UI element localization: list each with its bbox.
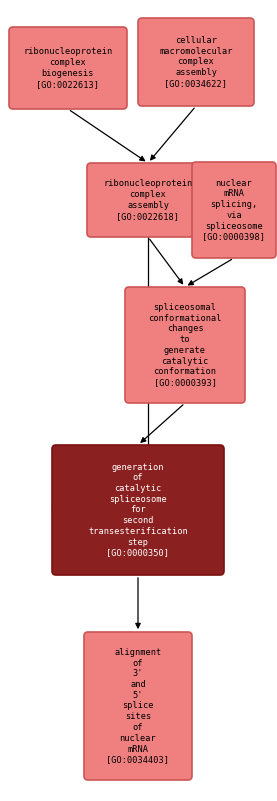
- Text: generation
of
catalytic
spliceosome
for
second
transesterification
step
[GO:0000: generation of catalytic spliceosome for …: [88, 462, 188, 557]
- Text: ribonucleoprotein
complex
assembly
[GO:0022618]: ribonucleoprotein complex assembly [GO:0…: [103, 179, 193, 220]
- FancyBboxPatch shape: [125, 287, 245, 403]
- Text: cellular
macromolecular
complex
assembly
[GO:0034622]: cellular macromolecular complex assembly…: [159, 36, 233, 88]
- FancyBboxPatch shape: [192, 162, 276, 258]
- FancyBboxPatch shape: [52, 445, 224, 575]
- Text: nuclear
mRNA
splicing,
via
spliceosome
[GO:0000398]: nuclear mRNA splicing, via spliceosome […: [202, 179, 265, 241]
- FancyBboxPatch shape: [87, 163, 209, 237]
- Text: spliceosomal
conformational
changes
to
generate
catalytic
conformation
[GO:00003: spliceosomal conformational changes to g…: [148, 303, 222, 387]
- FancyBboxPatch shape: [84, 632, 192, 780]
- FancyBboxPatch shape: [138, 18, 254, 106]
- FancyBboxPatch shape: [9, 27, 127, 109]
- Text: ribonucleoprotein
complex
biogenesis
[GO:0022613]: ribonucleoprotein complex biogenesis [GO…: [23, 47, 113, 89]
- Text: alignment
of
3'
and
5'
splice
sites
of
nuclear
mRNA
[GO:0034403]: alignment of 3' and 5' splice sites of n…: [106, 648, 170, 764]
